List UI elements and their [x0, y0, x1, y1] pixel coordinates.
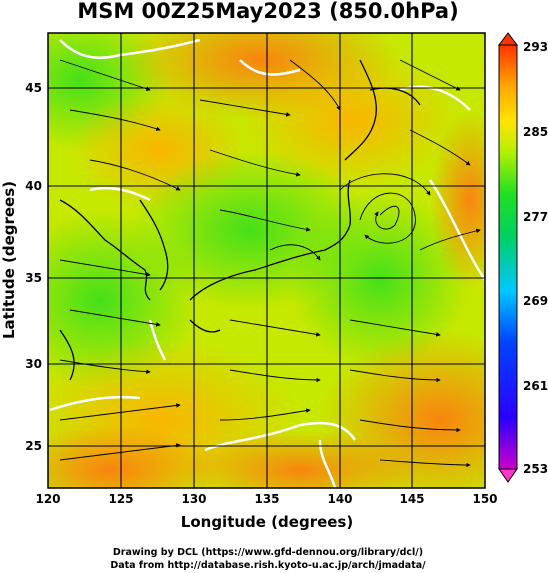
- credit-drawing: Drawing by DCL (https://www.gfd-dennou.o…: [113, 547, 423, 558]
- colorbar-scale: [498, 44, 518, 470]
- colorbar-min-arrow: [498, 468, 518, 483]
- x-axis-label: Longitude (degrees): [181, 513, 353, 531]
- y-tick-label: 30: [25, 357, 42, 371]
- x-tick-label: 120: [35, 492, 60, 506]
- y-tick-label: 35: [25, 271, 42, 285]
- colorbar-max-arrow: [498, 32, 518, 46]
- x-tick-label: 145: [399, 492, 424, 506]
- wind-streamlines: [59, 59, 481, 468]
- colorbar-tick-label: 261: [523, 379, 548, 393]
- x-tick-label: 140: [327, 492, 352, 506]
- credit-data: Data from http://database.rish.kyoto-u.a…: [110, 560, 426, 571]
- colorbar-tick-label: 253: [523, 462, 548, 476]
- x-tick-label: 135: [254, 492, 279, 506]
- colorbar-tick-label: 285: [523, 125, 548, 139]
- x-tick-label: 125: [108, 492, 133, 506]
- y-axis-label: Latitude (degrees): [0, 181, 18, 339]
- coastlines: [59, 59, 421, 381]
- x-tick-label: 150: [472, 492, 497, 506]
- x-axis: 120 125 130 135 140 145 150 Longitude (d…: [35, 492, 497, 531]
- x-tick-label: 130: [181, 492, 206, 506]
- y-tick-label: 45: [25, 81, 42, 95]
- colorbar-tick-label: 293: [523, 40, 548, 54]
- colorbar: 293 285 277 269 261 253: [498, 32, 548, 483]
- map-frame: [47, 32, 486, 489]
- y-tick-label: 40: [25, 179, 42, 193]
- colorbar-tick-label: 269: [523, 294, 548, 308]
- map-title: MSM 00Z25May2023 (850.0hPa): [77, 0, 458, 23]
- map-area: [48, 33, 485, 488]
- grid-lines: [48, 33, 485, 488]
- y-axis: 25 30 35 40 45 Latitude (degrees): [0, 81, 42, 453]
- colorbar-tick-label: 277: [523, 210, 548, 224]
- y-tick-label: 25: [25, 439, 42, 453]
